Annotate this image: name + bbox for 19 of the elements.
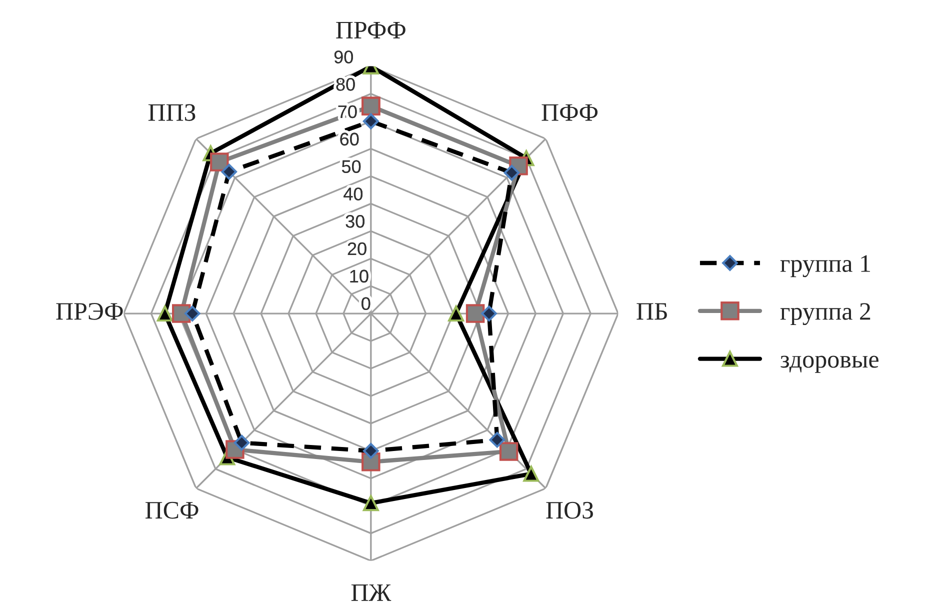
spoke-label: ПЖ [351,584,392,601]
spoke-label: ППЗ [148,104,196,121]
y-tick-label: 40 [344,188,363,200]
spoke-label: ПБ [636,303,667,320]
y-tick-label: 10 [350,270,368,283]
spoke-label: ПОЗ [546,502,593,519]
legend-label: группа 1 [780,255,870,278]
spoke-label: ПРФФ [336,22,406,38]
y-tick-label: 30 [346,214,364,228]
y-tick-label: 0 [362,297,370,310]
spoke-label: ПРЭФ [56,303,123,320]
y-tick-label: 20 [348,242,366,256]
spoke-label: ПФФ [542,104,598,121]
y-tick-label: 60 [340,132,359,146]
spoke-label: ПСФ [146,502,198,519]
legend-label: здоровые [780,356,878,373]
legend-label: группа 2 [780,303,870,326]
y-tick-label: 90 [334,50,353,64]
y-tick-label: 50 [342,160,361,173]
